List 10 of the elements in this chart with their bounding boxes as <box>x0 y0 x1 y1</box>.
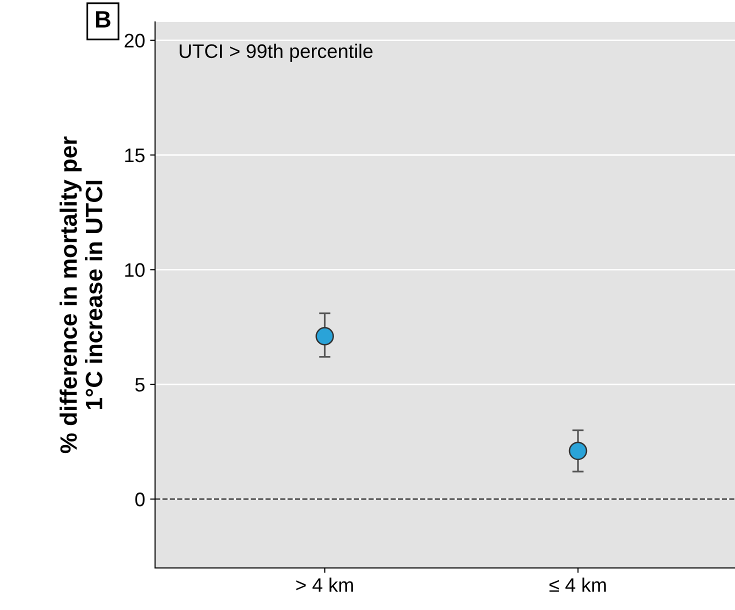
y-tick-label: 15 <box>125 148 145 162</box>
x-tick-label: ≤ 4 km <box>549 578 606 592</box>
y-tick-label: 10 <box>125 263 145 277</box>
text: B <box>96 11 110 28</box>
y-tick-label: 20 <box>124 34 145 48</box>
annotation: UTCI > 99th percentile <box>180 44 372 62</box>
y-tick-label: 0 <box>135 492 145 506</box>
y-tick-label: 5 <box>135 378 145 392</box>
y-axis-title: % difference in mortality per 1°C increase in UTCI <box>60 136 102 454</box>
x-tick-label: > 4 km <box>296 578 353 592</box>
